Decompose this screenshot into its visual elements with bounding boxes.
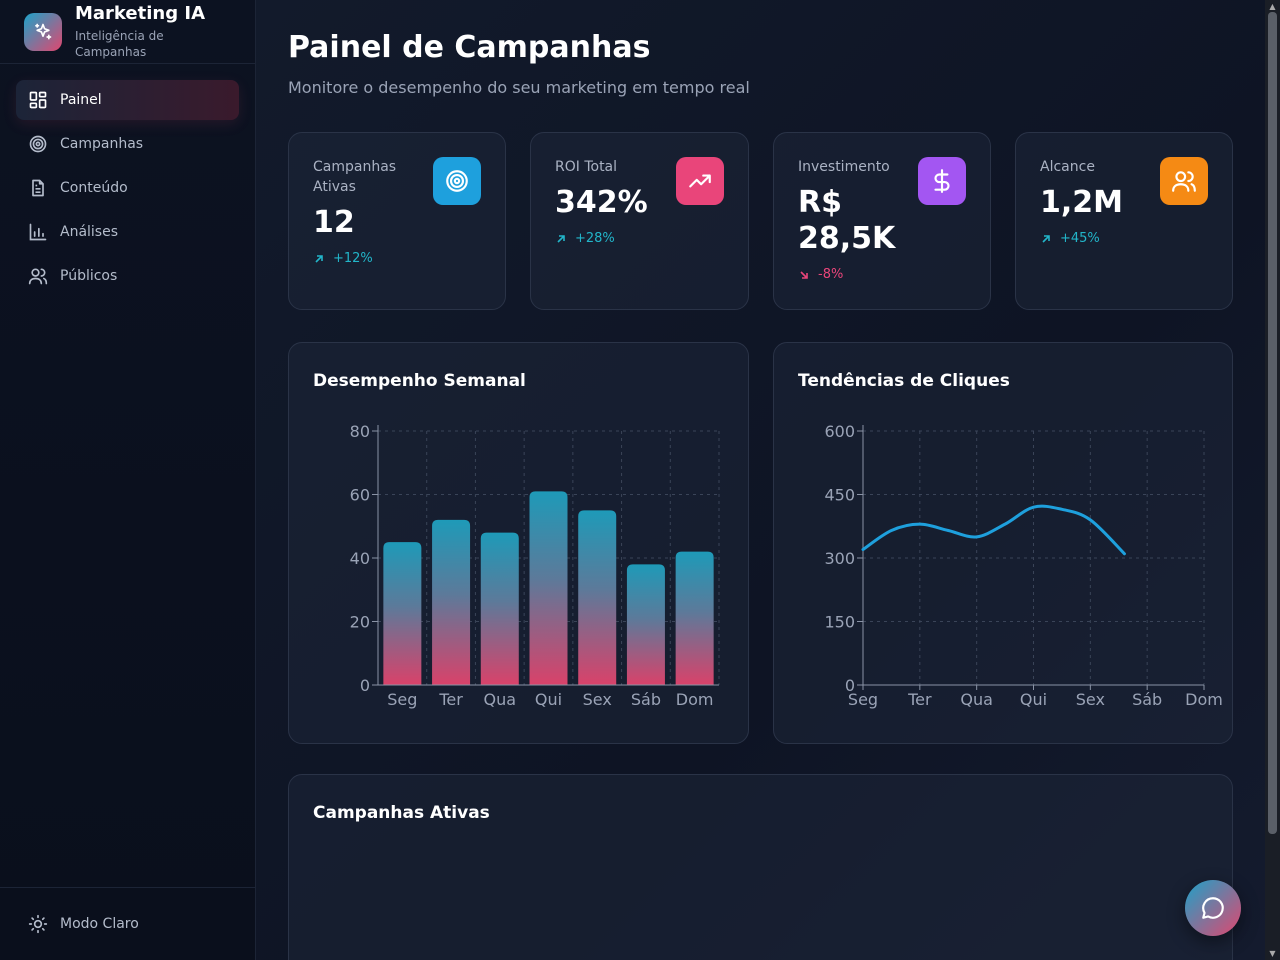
arrow-up-right-icon bbox=[1040, 233, 1052, 245]
arrow-up-right-icon bbox=[555, 233, 567, 245]
sidebar-item-painel[interactable]: Painel bbox=[16, 80, 239, 120]
bar-chart: 0 20 40 60 80 Seg Ter Qua Qui Sex Sáb Dom bbox=[350, 422, 720, 709]
sidebar-item-analises[interactable]: Análises bbox=[16, 212, 239, 252]
bar bbox=[675, 551, 714, 685]
stat-label: ROI Total bbox=[555, 159, 618, 175]
weekly-performance-card: Desempenho Semanal 0 20 40 60 80 Seg Ter Qua Qui… bbox=[288, 342, 749, 744]
chart-title: Tendências de Cliques bbox=[798, 371, 1010, 391]
x-tick-label: Qui bbox=[535, 690, 562, 709]
stat-change: +28% bbox=[555, 231, 615, 246]
x-tick-label: Sáb bbox=[631, 690, 661, 709]
sidebar-nav: Painel Campanhas Conteúdo bbox=[0, 64, 255, 316]
brand: Marketing IA Inteligência de Campanhas bbox=[0, 0, 255, 64]
line-chart: 0 150 300 450 600 Seg Ter Qua Qui Sex Sáb Dom bbox=[824, 422, 1223, 709]
sidebar-item-label: Campanhas bbox=[60, 136, 144, 152]
users-icon bbox=[28, 266, 48, 286]
y-tick-label: 600 bbox=[824, 422, 855, 441]
x-tick-label: Dom bbox=[676, 690, 714, 709]
x-tick-label: Sex bbox=[583, 690, 612, 709]
x-tick-label: Dom bbox=[1185, 690, 1223, 709]
chart-title: Desempenho Semanal bbox=[313, 371, 526, 391]
x-tick-label: Qui bbox=[1020, 690, 1047, 709]
sidebar: Marketing IA Inteligência de Campanhas P… bbox=[0, 0, 256, 960]
trending-up-icon bbox=[676, 157, 724, 205]
y-tick-label: 20 bbox=[350, 613, 370, 632]
stat-card-campanhas: Campanhas Ativas 12 +12% bbox=[288, 132, 506, 310]
stat-card-roi: ROI Total 342% +28% bbox=[530, 132, 749, 310]
stat-label: Alcance bbox=[1040, 159, 1095, 175]
y-tick-label: 300 bbox=[824, 549, 855, 568]
stat-value: 342% bbox=[555, 185, 648, 220]
scroll-up-arrow-icon[interactable]: ▲ bbox=[1269, 2, 1276, 11]
scrollbar-thumb[interactable] bbox=[1268, 12, 1277, 834]
table-title: Campanhas Ativas bbox=[313, 803, 490, 823]
document-icon bbox=[28, 178, 48, 198]
bar bbox=[626, 564, 665, 685]
y-tick-label: 60 bbox=[350, 486, 370, 505]
x-tick-label: Ter bbox=[438, 690, 463, 709]
y-tick-label: 40 bbox=[350, 549, 370, 568]
active-campaigns-card: Campanhas Ativas bbox=[288, 774, 1233, 960]
bar bbox=[578, 510, 617, 685]
chat-icon bbox=[1200, 895, 1226, 921]
users-icon bbox=[1160, 157, 1208, 205]
arrow-down-right-icon bbox=[798, 269, 810, 281]
stat-value: 1,2M bbox=[1040, 185, 1123, 220]
dashboard-icon bbox=[28, 90, 48, 110]
sidebar-item-publicos[interactable]: Públicos bbox=[16, 256, 239, 296]
bar bbox=[432, 519, 471, 685]
stat-label: Campanhas Ativas bbox=[313, 159, 397, 195]
brand-title: Marketing IA bbox=[75, 3, 205, 24]
chat-button[interactable] bbox=[1185, 880, 1241, 936]
stat-change: +45% bbox=[1040, 231, 1100, 246]
stat-value: R$ 28,5K bbox=[798, 185, 896, 256]
x-tick-label: Sáb bbox=[1132, 690, 1162, 709]
sidebar-item-label: Análises bbox=[60, 224, 119, 240]
stat-card-alcance: Alcance 1,2M +45% bbox=[1015, 132, 1233, 310]
scroll-down-arrow-icon[interactable]: ▼ bbox=[1269, 949, 1276, 958]
bar bbox=[529, 491, 568, 685]
page-title: Painel de Campanhas bbox=[288, 30, 651, 65]
theme-toggle-button[interactable]: Modo Claro bbox=[0, 887, 255, 960]
x-tick-label: Qua bbox=[484, 690, 517, 709]
sidebar-item-label: Públicos bbox=[60, 268, 118, 284]
stat-value: 12 bbox=[313, 205, 355, 240]
series-line bbox=[861, 504, 1126, 556]
target-icon bbox=[28, 134, 48, 154]
scrollbar[interactable]: ▲ ▼ bbox=[1265, 0, 1280, 960]
y-tick-label: 0 bbox=[845, 676, 855, 695]
bar bbox=[383, 542, 422, 685]
bar-chart-icon bbox=[28, 222, 48, 242]
y-tick-label: 450 bbox=[824, 486, 855, 505]
y-tick-label: 150 bbox=[824, 613, 855, 632]
theme-toggle-label: Modo Claro bbox=[60, 916, 139, 932]
stat-card-investimento: Investimento R$ 28,5K -8% bbox=[773, 132, 991, 310]
sidebar-item-campanhas[interactable]: Campanhas bbox=[16, 124, 239, 164]
x-tick-label: Seg bbox=[387, 690, 417, 709]
stat-label: Investimento bbox=[798, 159, 890, 175]
x-tick-label: Qua bbox=[960, 690, 993, 709]
stat-change: +12% bbox=[313, 251, 373, 266]
sidebar-item-conteudo[interactable]: Conteúdo bbox=[16, 168, 239, 208]
bar bbox=[480, 532, 519, 685]
sparkles-icon bbox=[24, 13, 62, 51]
sidebar-item-label: Painel bbox=[60, 92, 102, 108]
x-tick-label: Sex bbox=[1076, 690, 1105, 709]
page-subtitle: Monitore o desempenho do seu marketing e… bbox=[288, 78, 750, 97]
target-icon bbox=[433, 157, 481, 205]
main-content: Painel de Campanhas Monitore o desempenh… bbox=[256, 0, 1265, 960]
click-trends-card: Tendências de Cliques 0 150 300 450 600 Seg Te… bbox=[773, 342, 1233, 744]
arrow-up-right-icon bbox=[313, 253, 325, 265]
brand-subtitle: Inteligência de Campanhas bbox=[75, 29, 164, 59]
sun-icon bbox=[28, 914, 48, 934]
stat-change: -8% bbox=[798, 267, 843, 282]
dollar-icon bbox=[918, 157, 966, 205]
y-tick-label: 80 bbox=[350, 422, 370, 441]
y-tick-label: 0 bbox=[360, 676, 370, 695]
x-tick-label: Seg bbox=[848, 690, 878, 709]
x-tick-label: Ter bbox=[907, 690, 932, 709]
sidebar-item-label: Conteúdo bbox=[60, 180, 128, 196]
